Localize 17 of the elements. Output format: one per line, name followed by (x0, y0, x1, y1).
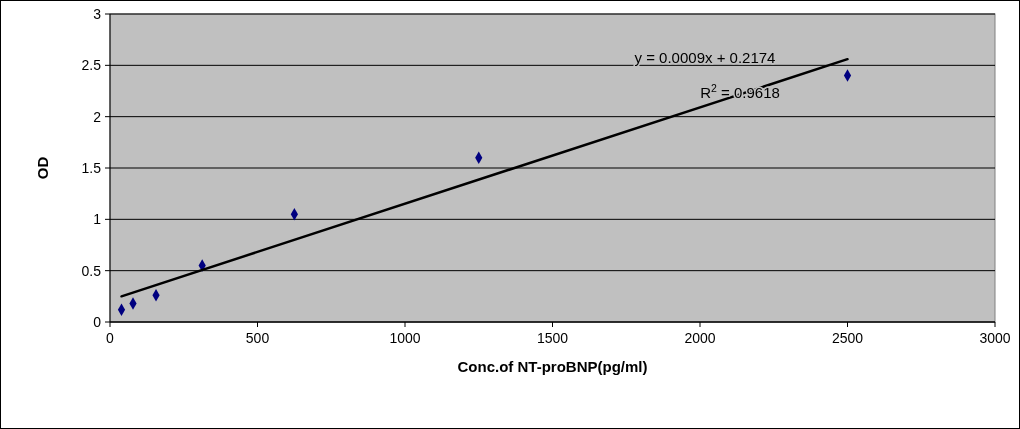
x-tick-label: 1000 (389, 330, 421, 346)
x-tick-label: 2500 (831, 330, 864, 346)
x-tick-label: 0 (106, 330, 115, 346)
annotation: y = 0.0009x + 0.2174 (634, 49, 776, 67)
y-tick-label: 3 (93, 5, 102, 22)
y-tick-label: 2 (93, 108, 102, 125)
y-tick-label: 0 (93, 313, 102, 330)
x-tick-label: 500 (245, 330, 270, 346)
x-tick-label: 3000 (979, 330, 1011, 346)
y-axis-title: OD (34, 156, 51, 180)
x-axis-title: Conc.of NT-proBNP(pg/ml) (457, 358, 648, 375)
x-tick-label: 1500 (536, 330, 569, 346)
x-tick-label: 2000 (684, 330, 716, 346)
y-tick-label: 0.5 (81, 262, 102, 279)
y-tick-label: 2.5 (81, 57, 102, 74)
y-tick-label: 1.5 (81, 159, 102, 176)
y-tick-label: 1 (93, 211, 102, 228)
